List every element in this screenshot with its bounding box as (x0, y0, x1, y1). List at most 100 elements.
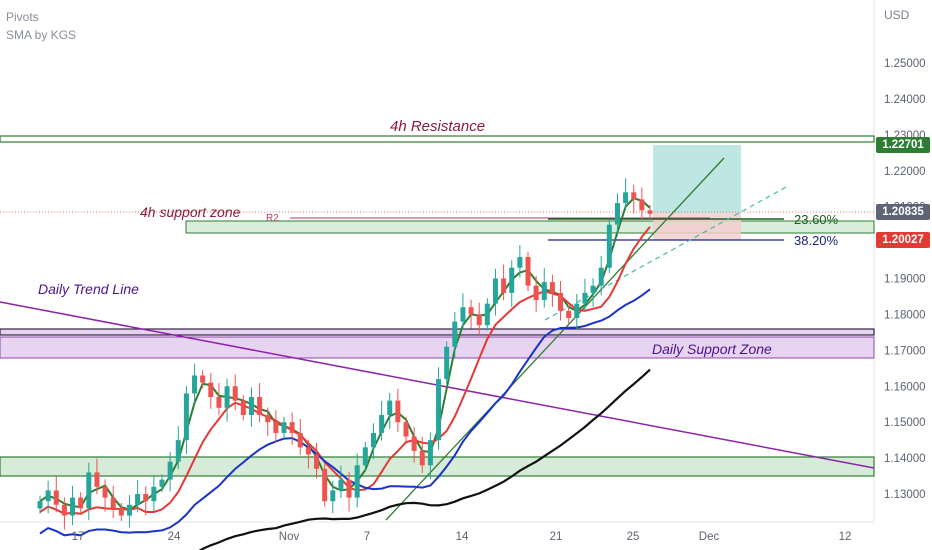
lower-support-zone (0, 456, 875, 477)
candle-body (322, 468, 328, 502)
candle-body (86, 472, 92, 509)
candle-body (639, 199, 645, 211)
candle-body (257, 397, 263, 415)
candle-body (208, 382, 214, 398)
moving-average-line (39, 226, 651, 515)
price-tick-label: 1.14000 (884, 453, 926, 465)
time-tick-label: 24 (168, 531, 181, 543)
candle-body (387, 400, 393, 415)
candle-body (135, 494, 141, 505)
daily-support-zone (0, 336, 875, 359)
daily-support-label: Daily Support Zone (652, 341, 772, 357)
price-tick-label: 1.25000 (884, 58, 926, 70)
candle-body (647, 210, 653, 214)
candle-body (501, 278, 507, 293)
price-tick-label: 1.19000 (884, 274, 926, 286)
candle-body (183, 393, 189, 441)
price-tick-label: 1.13000 (884, 489, 926, 501)
candle-body (281, 422, 287, 433)
price-tick-label: 1.17000 (884, 345, 926, 357)
resistance-price-tag: 1.22701 (876, 137, 930, 153)
candle-body (623, 192, 629, 204)
levels-layer (0, 211, 874, 241)
candle-body (273, 422, 279, 433)
daily-support-zone-upper (0, 328, 875, 336)
candle-body (444, 346, 450, 380)
target-box (653, 145, 741, 213)
candle-body (614, 203, 620, 225)
candle-body (354, 465, 360, 498)
candles (37, 178, 653, 530)
candle-body (484, 303, 490, 326)
candle-body (598, 267, 604, 286)
candle-body (590, 285, 596, 293)
candle-body (468, 307, 474, 315)
candle-body (232, 386, 238, 401)
time-tick-label: 7 (364, 531, 370, 543)
candle-body (45, 490, 51, 502)
candle-body (631, 192, 637, 200)
resistance-label: 4h Resistance (390, 118, 485, 135)
candle-body (289, 422, 295, 433)
candle-body (549, 282, 555, 293)
candle-body (102, 486, 108, 498)
candle-body (403, 422, 409, 437)
candle-body (558, 292, 564, 311)
candle-body (78, 497, 84, 509)
price-tick-label: 1.15000 (884, 417, 926, 429)
moving-averages (39, 197, 651, 550)
candle-body (167, 461, 173, 480)
candle-body (240, 400, 246, 415)
candle-body (248, 397, 254, 415)
candle-body (582, 292, 588, 304)
time-tick-label: 14 (456, 531, 469, 543)
candle-body (411, 436, 417, 451)
candle-body (476, 314, 482, 326)
price-tick-label: 1.18000 (884, 309, 926, 321)
candle-body (370, 432, 376, 448)
candle-body (452, 321, 458, 347)
candle-body (330, 490, 336, 502)
candle-body (265, 414, 271, 423)
fib-382-label: 38.20% (794, 233, 839, 248)
time-tick-label: 21 (550, 531, 563, 543)
daily-trend-label: Daily Trend Line (38, 281, 139, 297)
legend-pivots[interactable]: Pivots (6, 10, 39, 24)
candle-body (436, 379, 442, 441)
time-tick-label: Nov (279, 531, 300, 543)
price-tick-label: 1.22000 (884, 166, 926, 178)
resistance-band (0, 135, 875, 143)
candle-body (427, 440, 433, 466)
candle-body (70, 497, 76, 516)
candle-body (126, 504, 132, 516)
current-price-tag: 1.20835 (876, 204, 930, 220)
candle-body (533, 285, 539, 301)
support-zone-4h (185, 220, 875, 234)
moving-average-line (198, 368, 651, 550)
candle-body (606, 224, 612, 268)
candle-body (566, 310, 572, 319)
candle-body (200, 375, 206, 383)
legend-sma[interactable]: SMA by KGS (6, 28, 77, 42)
candle-body (216, 397, 222, 408)
candle-body (305, 447, 311, 455)
candle-body (338, 479, 344, 491)
candle-body (314, 454, 320, 469)
support-zone-4h-label: 4h support zone (140, 204, 241, 220)
candle-body (61, 504, 67, 516)
moving-average-line (39, 197, 651, 511)
time-tick-label: 12 (839, 531, 852, 543)
candle-body (53, 490, 59, 505)
candle-body (110, 497, 116, 509)
candle-body (94, 472, 100, 487)
candle-body (175, 440, 181, 462)
candle-body (379, 414, 385, 433)
candle-body (509, 267, 515, 293)
fib-236-label: 23.60% (794, 212, 839, 227)
zones-layer (0, 135, 875, 477)
price-axis-labels: 1.250001.240001.230001.220001.210001.200… (884, 58, 926, 501)
candle-body (541, 282, 547, 301)
candle-body (297, 432, 303, 448)
indicator-legend: Pivots SMA by KGS (6, 8, 76, 44)
